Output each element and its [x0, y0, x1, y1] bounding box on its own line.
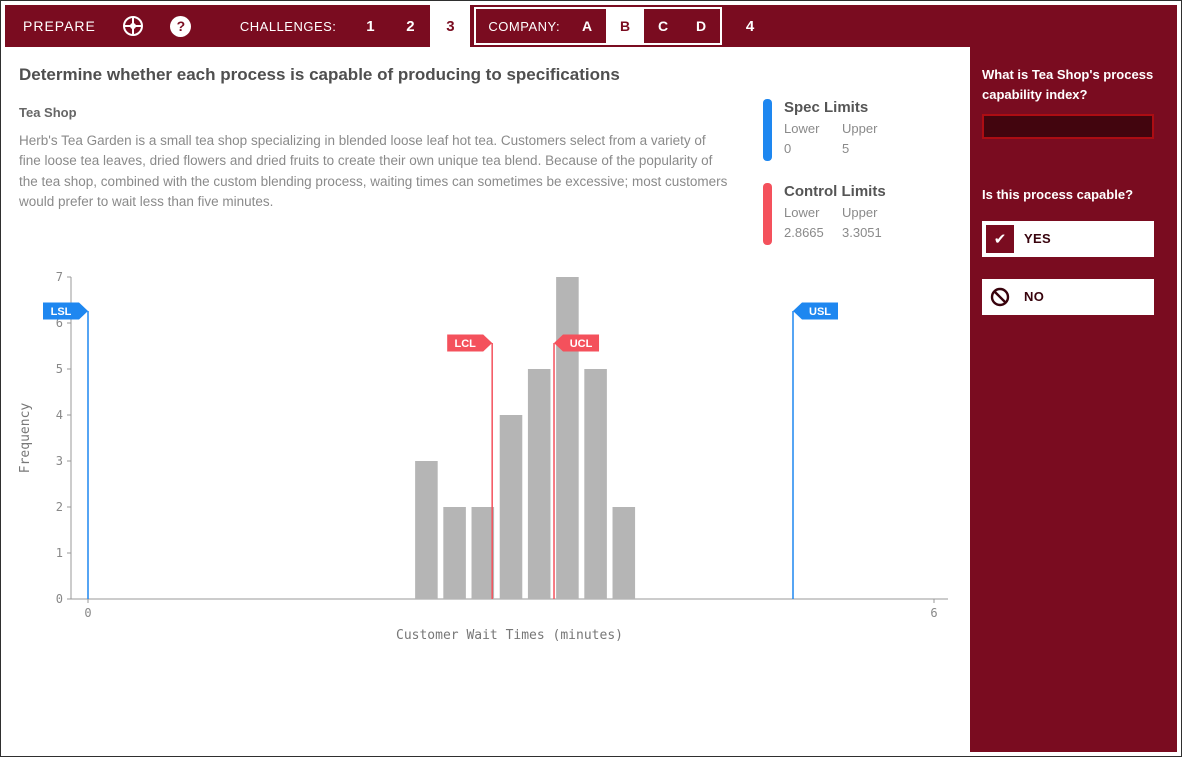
- scenario-description: Herb's Tea Garden is a small tea shop sp…: [19, 133, 728, 209]
- control-limits-legend: Control Limits Lower Upper 2.8665 3.3051: [763, 183, 886, 245]
- yes-button[interactable]: ✔ YES: [982, 220, 1154, 257]
- svg-text:5: 5: [56, 362, 63, 376]
- tab-company-d[interactable]: D: [696, 18, 707, 34]
- wait-times-histogram: 0 1 2 3 4 5 6 7 0 6 Customer Wait Times (minutes) F…: [13, 259, 963, 664]
- svg-text:7: 7: [56, 270, 63, 284]
- company-tab-group: COMPANY: A B C D: [474, 7, 723, 45]
- svg-text:3: 3: [56, 454, 63, 468]
- limits-legend: Spec Limits Lower Upper 0 5 Control Limi…: [763, 99, 886, 245]
- prohibition-icon: [986, 283, 1014, 311]
- svg-text:6: 6: [930, 606, 937, 620]
- capability-index-input[interactable]: [982, 114, 1154, 139]
- tab-challenge-4[interactable]: 4: [745, 17, 755, 35]
- spec-lower-value: 0: [784, 141, 792, 156]
- capability-index-question: What is Tea Shop's process capability in…: [982, 67, 1154, 102]
- control-upper-value: 3.3051: [842, 225, 882, 240]
- challenges-label: CHALLENGES:: [239, 18, 337, 34]
- control-limits-title: Control Limits: [784, 183, 886, 200]
- tab-company-b[interactable]: B: [606, 9, 645, 43]
- svg-text:UCL: UCL: [570, 338, 593, 350]
- challenge-tabs: 1 2 3: [350, 5, 471, 47]
- spec-limits-title: Spec Limits: [784, 99, 869, 116]
- control-upper-label: Upper: [842, 205, 878, 220]
- control-lower-value: 2.8665: [784, 225, 824, 240]
- help-icon-glyph: ?: [170, 15, 192, 37]
- spec-upper-value: 5: [842, 141, 850, 156]
- spec-limits-swatch: [763, 99, 772, 161]
- spec-lower-label: Lower: [784, 121, 820, 136]
- svg-text:Customer Wait Times (minutes): Customer Wait Times (minutes): [396, 628, 623, 643]
- tab-challenge-3[interactable]: 3: [430, 5, 471, 47]
- target-icon[interactable]: [122, 15, 144, 37]
- answer-sidebar: What is Tea Shop's process capability in…: [970, 47, 1177, 752]
- main-panel: Determine whether each process is capabl…: [5, 47, 970, 752]
- svg-text:4: 4: [56, 408, 63, 422]
- check-icon: ✔: [986, 224, 1014, 253]
- tab-challenge-1[interactable]: 1: [366, 17, 375, 35]
- page-title: Determine whether each process is capabl…: [19, 65, 620, 84]
- spec-upper-label: Upper: [842, 121, 878, 136]
- content-row: Determine whether each process is capabl…: [5, 47, 1177, 752]
- svg-text:LCL: LCL: [454, 338, 476, 350]
- help-icon[interactable]: ?: [170, 15, 192, 37]
- scenario-name: Tea Shop: [19, 105, 77, 120]
- svg-text:1: 1: [56, 546, 63, 560]
- prepare-label: PREPARE: [23, 18, 96, 34]
- no-button-label: NO: [1024, 289, 1045, 304]
- svg-text:6: 6: [56, 316, 63, 330]
- svg-text:0: 0: [84, 606, 91, 620]
- svg-text:2: 2: [56, 500, 63, 514]
- tab-company-a[interactable]: A: [582, 18, 593, 34]
- company-label: COMPANY:: [488, 18, 561, 34]
- tab-challenge-2[interactable]: 2: [406, 17, 415, 35]
- no-button[interactable]: NO: [982, 278, 1154, 315]
- svg-text:0: 0: [56, 592, 63, 606]
- svg-text:USL: USL: [809, 306, 831, 318]
- svg-text:LSL: LSL: [51, 306, 72, 318]
- yes-button-label: YES: [1024, 231, 1051, 246]
- capable-question: Is this process capable?: [982, 187, 1134, 202]
- svg-text:Frequency: Frequency: [18, 403, 33, 474]
- spec-limits-legend: Spec Limits Lower Upper 0 5: [763, 99, 886, 161]
- control-limits-swatch: [763, 183, 772, 245]
- top-nav-bar: PREPARE ? CHALLENGES: 1 2 3 COMPANY: A B…: [5, 5, 1177, 47]
- tab-company-c[interactable]: C: [658, 18, 669, 34]
- control-lower-label: Lower: [784, 205, 820, 220]
